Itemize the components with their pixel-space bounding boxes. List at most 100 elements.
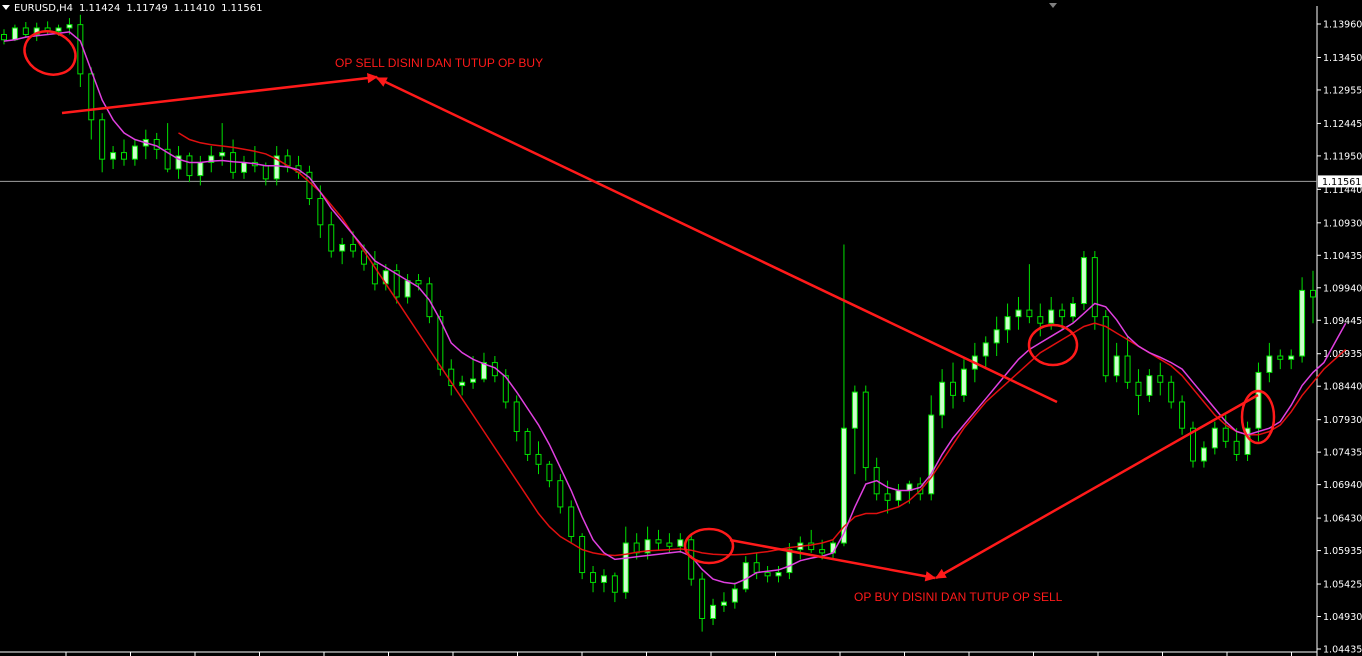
price-axis: 1.13960 1.13450 1.12955 1.12445 1.11950 1.114… xyxy=(1317,20,1362,656)
candle-body xyxy=(66,24,73,29)
candle-body xyxy=(470,378,477,383)
candle-body xyxy=(666,542,673,547)
candle-body xyxy=(1299,289,1306,357)
candle-body xyxy=(1026,309,1033,318)
price-tick-label: 1.07435 xyxy=(1323,448,1362,459)
candle-body xyxy=(306,171,313,200)
candle-body xyxy=(317,198,324,226)
ma-fast-line xyxy=(3,31,1347,585)
candle-body xyxy=(993,329,1000,344)
circle-buy-2 xyxy=(1240,389,1276,445)
price-tick-label: 1.12445 xyxy=(1323,119,1362,130)
ma-slow-line xyxy=(178,132,1347,557)
candle-body xyxy=(1255,371,1262,429)
candle-body xyxy=(720,601,727,606)
price-tick-label: 1.10930 xyxy=(1323,218,1362,229)
candle-body xyxy=(851,391,858,429)
candle-body xyxy=(99,119,106,160)
dropdown-triangle-icon[interactable] xyxy=(2,5,10,10)
candle-body xyxy=(1124,355,1131,383)
candle-body xyxy=(240,161,247,173)
candle-body xyxy=(1310,289,1316,298)
buy-arrow-line-2 xyxy=(935,393,1259,580)
symbol-info-bar: EURUSD,H4 1.11424 1.11749 1.11410 1.11561 xyxy=(2,3,268,14)
long-arrow-head xyxy=(375,77,388,87)
candle-body xyxy=(1200,447,1207,462)
price-tick-label: 1.06940 xyxy=(1323,480,1362,491)
candle-body xyxy=(1233,440,1240,455)
annotations xyxy=(23,30,1276,580)
candle-body xyxy=(1,33,7,41)
candle-body xyxy=(164,148,171,170)
candle-body xyxy=(1059,309,1066,318)
candle-body xyxy=(131,145,138,160)
long-arrow-line xyxy=(376,76,1058,404)
candle-body xyxy=(1222,427,1229,442)
candle-body xyxy=(328,224,335,252)
candle-body xyxy=(557,480,564,508)
candle-body xyxy=(513,401,520,432)
price-tick-label: 1.11440 xyxy=(1323,185,1362,196)
candle-body xyxy=(262,165,269,180)
current-price-label: 1.11561 xyxy=(1322,177,1361,188)
candle-body xyxy=(219,152,226,157)
circle-sell-1 xyxy=(23,30,77,76)
candle-body xyxy=(437,316,444,370)
candle-body xyxy=(819,549,826,554)
candle-body xyxy=(404,280,411,298)
candle-body xyxy=(1190,427,1197,462)
candle-body xyxy=(611,575,618,593)
buy-annotation-text: OP BUY DISINI DAN TUTUP OP SELL xyxy=(854,590,1063,604)
candle-body xyxy=(208,155,215,163)
price-tick-label: 1.08935 xyxy=(1323,349,1362,360)
price-tick-label: 1.05935 xyxy=(1323,546,1362,557)
price-tick-label: 1.05425 xyxy=(1323,580,1362,591)
candle-body xyxy=(153,138,160,150)
candle-body xyxy=(1048,309,1055,324)
current-price-tag xyxy=(1318,175,1362,188)
buy-arrow-line xyxy=(729,538,936,580)
candle-body xyxy=(415,280,422,285)
candle-body xyxy=(1015,309,1022,318)
circle-buy-1 xyxy=(683,527,735,565)
candle-body xyxy=(1168,381,1175,403)
candle-body xyxy=(1277,355,1284,360)
candle-body xyxy=(120,152,127,160)
price-tick-label: 1.04435 xyxy=(1323,645,1362,656)
candle-body xyxy=(928,414,935,495)
price-tick-label: 1.04930 xyxy=(1323,612,1362,623)
candle-body xyxy=(55,27,62,32)
symbol-label: EURUSD,H4 xyxy=(14,3,74,14)
candle-body xyxy=(273,155,280,180)
candle-body xyxy=(677,539,684,547)
candle-body xyxy=(764,572,771,577)
buy-arrow-head-2 xyxy=(935,568,947,579)
candle-body xyxy=(731,588,738,603)
candle-body xyxy=(644,539,651,554)
low-value: 1.11410 xyxy=(173,3,216,14)
candle-body xyxy=(1266,355,1273,373)
candle-body xyxy=(1102,316,1109,377)
candle-body xyxy=(11,27,18,41)
candle-body xyxy=(786,549,793,574)
candle-body xyxy=(622,542,629,593)
candle-body xyxy=(917,483,924,495)
candle-body xyxy=(808,542,815,551)
price-tick-label: 1.09940 xyxy=(1323,283,1362,294)
candle-body xyxy=(600,575,607,583)
candle-body xyxy=(840,427,847,544)
candle-body xyxy=(710,604,717,619)
candle-body xyxy=(1091,257,1098,318)
buy-arrow-head xyxy=(924,571,937,582)
candles xyxy=(1,14,1316,632)
scroll-marker-icon xyxy=(1049,3,1057,8)
candle-body xyxy=(1157,375,1164,383)
candle-body xyxy=(1288,355,1295,360)
candle-body xyxy=(546,463,553,482)
candle-body xyxy=(524,430,531,455)
candle-body xyxy=(175,155,182,170)
price-tick-label: 1.07930 xyxy=(1323,415,1362,426)
price-tick-label: 1.13960 xyxy=(1323,20,1362,31)
